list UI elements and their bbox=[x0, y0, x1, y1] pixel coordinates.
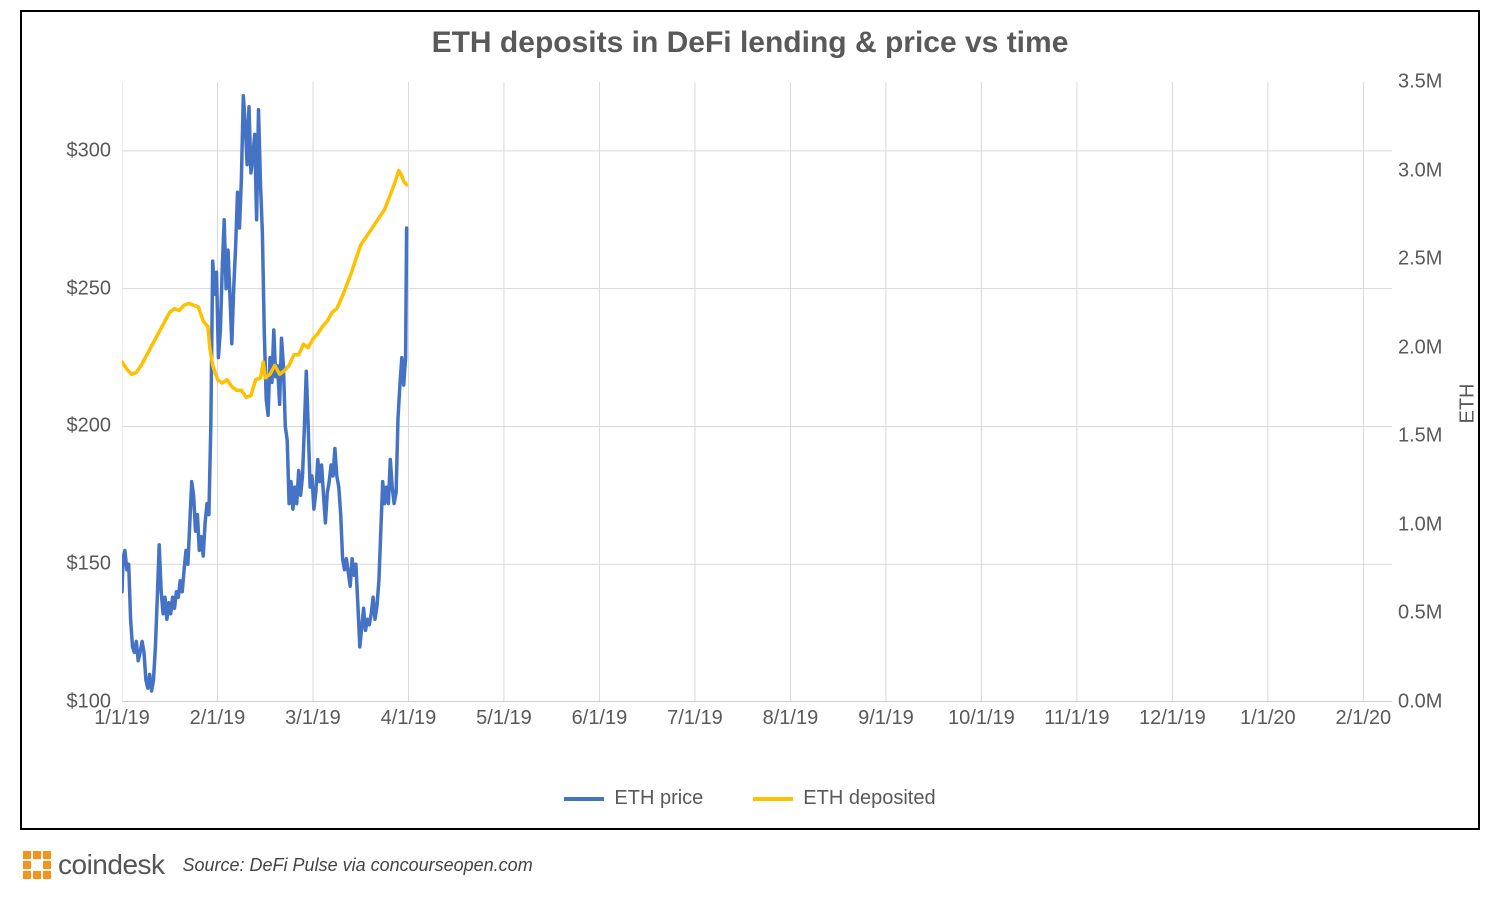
legend-swatch bbox=[753, 797, 793, 801]
y-left-tick-label: $200 bbox=[67, 415, 112, 438]
series-eth-price bbox=[122, 96, 407, 691]
x-tick-label: 9/1/19 bbox=[858, 707, 914, 730]
x-tick-label: 6/1/19 bbox=[572, 707, 628, 730]
y-right-tick-label: 2.5M bbox=[1398, 248, 1442, 271]
y-left-tick-label: $250 bbox=[67, 277, 112, 300]
x-tick-label: 7/1/19 bbox=[667, 707, 723, 730]
x-tick-label: 5/1/19 bbox=[476, 707, 532, 730]
coindesk-logo-icon bbox=[20, 848, 54, 882]
y-right-tick-label: 0.0M bbox=[1398, 691, 1442, 714]
x-tick-label: 11/1/19 bbox=[1044, 707, 1109, 730]
plot-area bbox=[122, 82, 1392, 702]
legend-label: ETH price bbox=[614, 787, 703, 810]
chart-title: ETH deposits in DeFi lending & price vs … bbox=[22, 12, 1478, 60]
chart-container: ETH deposits in DeFi lending & price vs … bbox=[20, 10, 1480, 830]
y-right-tick-label: 1.5M bbox=[1398, 425, 1442, 448]
x-tick-label: 1/1/20 bbox=[1240, 707, 1296, 730]
chart-svg bbox=[122, 82, 1392, 702]
x-tick-label: 2/1/19 bbox=[190, 707, 246, 730]
legend-item: ETH deposited bbox=[753, 787, 935, 810]
y-right-tick-label: 2.0M bbox=[1398, 336, 1442, 359]
x-tick-label: 2/1/20 bbox=[1336, 707, 1392, 730]
x-tick-label: 12/1/19 bbox=[1139, 707, 1206, 730]
legend: ETH price ETH deposited bbox=[22, 787, 1478, 810]
legend-item: ETH price bbox=[564, 787, 703, 810]
footer: coindesk Source: DeFi Pulse via concours… bbox=[20, 848, 533, 882]
y-right-tick-label: 3.0M bbox=[1398, 159, 1442, 182]
x-tick-label: 1/1/19 bbox=[94, 707, 150, 730]
coindesk-logo-text: coindesk bbox=[58, 849, 165, 881]
y-right-tick-label: 0.5M bbox=[1398, 602, 1442, 625]
source-attribution: Source: DeFi Pulse via concourseopen.com bbox=[183, 855, 533, 876]
x-tick-label: 10/1/19 bbox=[948, 707, 1015, 730]
legend-swatch bbox=[564, 797, 604, 801]
y-left-tick-label: $150 bbox=[67, 553, 112, 576]
y-left-tick-label: $300 bbox=[67, 139, 112, 162]
y-right-axis-title: ETH bbox=[1457, 384, 1480, 424]
x-tick-label: 3/1/19 bbox=[285, 707, 341, 730]
x-tick-label: 8/1/19 bbox=[763, 707, 819, 730]
y-left-axis-labels: $100$150$200$250$300 bbox=[22, 82, 117, 702]
y-right-tick-label: 1.0M bbox=[1398, 513, 1442, 536]
coindesk-logo: coindesk bbox=[20, 848, 165, 882]
legend-label: ETH deposited bbox=[803, 787, 935, 810]
y-right-tick-label: 3.5M bbox=[1398, 71, 1442, 94]
x-tick-label: 4/1/19 bbox=[381, 707, 437, 730]
